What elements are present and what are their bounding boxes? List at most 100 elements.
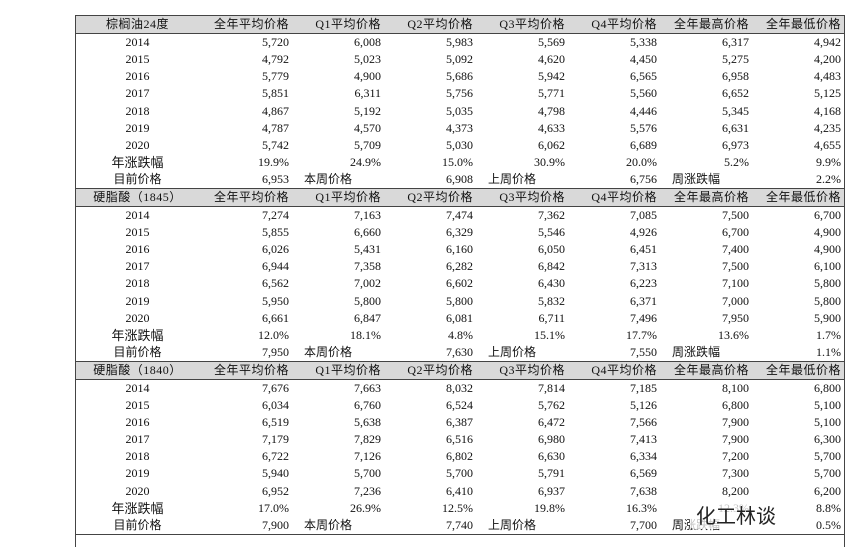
year-row: 2014 7,676 7,663 8,032 7,814 7,185 8,100 6,800 — [75, 379, 844, 397]
change-value: 4.8% — [448, 327, 473, 342]
price: 4,787 — [262, 120, 289, 135]
current-value: 7,700 — [568, 516, 660, 535]
price: 6,760 — [354, 398, 381, 413]
current-row: 目前价格 6,953 本周价格 6,908 上周价格 6,756 周涨跌幅 2.2% — [75, 170, 844, 189]
price: 4,570 — [354, 120, 381, 135]
price: 7,900 — [722, 432, 749, 447]
price: 5,942 — [538, 69, 565, 84]
price: 5,940 — [262, 466, 289, 481]
price: 6,329 — [446, 225, 473, 240]
price: 7,900 — [722, 415, 749, 430]
price: 6,050 — [538, 242, 565, 257]
price: 7,362 — [538, 208, 565, 223]
change-value: 12.0% — [258, 327, 289, 342]
year: 2015 — [125, 225, 150, 240]
year: 2016 — [125, 242, 150, 257]
change-row: 年涨跌幅 12.0% 18.1% 4.8% 15.1% 17.7% 13.6% 1.7% — [75, 327, 844, 344]
price: 6,472 — [538, 415, 565, 430]
year: 2017 — [125, 86, 150, 101]
year-row: 2019 4,787 4,570 4,373 4,633 5,576 6,631 4,235 — [75, 120, 844, 137]
column-header: 全年平均价格 — [200, 360, 292, 380]
current-value: 7,630 — [384, 343, 476, 362]
price: 7,300 — [722, 466, 749, 481]
price: 7,000 — [722, 293, 749, 308]
price: 8,200 — [722, 483, 749, 498]
price: 4,867 — [262, 103, 289, 118]
current-value: 7,740 — [384, 516, 476, 535]
price: 6,660 — [354, 225, 381, 240]
section-name: 硬脂酸（1845） — [75, 187, 200, 208]
price: 7,638 — [630, 483, 657, 498]
price: 4,900 — [354, 69, 381, 84]
year-row: 2020 6,661 6,847 6,081 6,711 7,496 7,950 5,900 — [75, 310, 844, 327]
price: 7,358 — [354, 259, 381, 274]
year-row: 2015 5,855 6,660 6,329 5,546 4,926 6,700 4,900 — [75, 224, 844, 241]
year-row: 2015 6,034 6,760 6,524 5,762 5,126 6,800 5,100 — [75, 397, 844, 414]
price: 4,798 — [538, 103, 565, 118]
price: 6,722 — [262, 449, 289, 464]
price: 6,519 — [262, 415, 289, 430]
current-value: 6,953 — [200, 170, 292, 189]
price: 6,569 — [630, 466, 657, 481]
price: 6,800 — [722, 398, 749, 413]
column-header: Q4平均价格 — [568, 14, 660, 35]
price: 5,125 — [814, 86, 841, 101]
year: 2014 — [125, 35, 150, 50]
price: 6,958 — [722, 69, 749, 84]
price: 7,500 — [722, 259, 749, 274]
current-value: 1.1% — [752, 343, 844, 362]
price: 4,168 — [814, 103, 841, 118]
price: 8,100 — [722, 381, 749, 396]
price: 5,569 — [538, 35, 565, 50]
price: 6,160 — [446, 242, 473, 257]
year-row: 2014 5,720 6,008 5,983 5,569 5,338 6,317 4,942 — [75, 34, 844, 52]
price: 6,311 — [354, 86, 381, 101]
year: 2016 — [125, 69, 150, 84]
price: 5,560 — [630, 86, 657, 101]
current-row: 目前价格 7,950 本周价格 7,630 上周价格 7,550 周涨跌幅 1.1% — [75, 343, 844, 362]
year-row: 2020 5,742 5,709 5,030 6,062 6,689 6,973 4,655 — [75, 137, 844, 154]
year: 2019 — [125, 293, 150, 308]
price: 5,638 — [354, 415, 381, 430]
price: 7,185 — [630, 381, 657, 396]
year: 2019 — [125, 120, 150, 135]
change-value: 24.9% — [350, 154, 381, 169]
year-row: 2016 6,519 5,638 6,387 6,472 7,566 7,900 5,100 — [75, 414, 844, 431]
change-value: 26.9% — [350, 500, 381, 515]
column-header: Q3平均价格 — [476, 360, 568, 380]
year-row: 2016 6,026 5,431 6,160 6,050 6,451 7,400 4,900 — [75, 241, 844, 258]
year: 2014 — [125, 381, 150, 396]
current-label: 本周价格 — [292, 343, 384, 362]
change-value: 19.9% — [258, 154, 289, 169]
price: 4,446 — [630, 103, 657, 118]
change-value: 30.9% — [534, 154, 565, 169]
price: 6,430 — [538, 276, 565, 291]
year: 2017 — [125, 259, 150, 274]
price: 8,032 — [446, 381, 473, 396]
current-value: 6,908 — [384, 170, 476, 189]
year-row: 2018 6,722 7,126 6,802 6,630 6,334 7,200 5,700 — [75, 448, 844, 465]
watermark: 化工林谈 — [690, 500, 782, 529]
current-value: 2.2% — [752, 170, 844, 189]
change-label: 年涨跌幅 — [111, 154, 164, 170]
price: 6,516 — [446, 432, 473, 447]
price: 7,413 — [630, 432, 657, 447]
price: 6,223 — [630, 276, 657, 291]
current-label: 上周价格 — [476, 516, 568, 535]
price: 4,900 — [814, 242, 841, 257]
year: 2020 — [125, 310, 150, 325]
current-value: 7,900 — [200, 516, 292, 535]
price: 6,800 — [814, 381, 841, 396]
price: 4,620 — [538, 52, 565, 67]
price: 6,410 — [446, 483, 473, 498]
year: 2016 — [125, 415, 150, 430]
price: 6,562 — [262, 276, 289, 291]
year: 2017 — [125, 432, 150, 447]
change-value: 9.9% — [816, 154, 841, 169]
current-label: 周涨跌幅 — [660, 343, 752, 362]
column-header: 全年最低价格 — [752, 360, 844, 380]
column-header: 全年最高价格 — [660, 360, 752, 380]
column-header: Q4平均价格 — [568, 360, 660, 380]
price: 5,126 — [630, 398, 657, 413]
price: 5,345 — [722, 103, 749, 118]
